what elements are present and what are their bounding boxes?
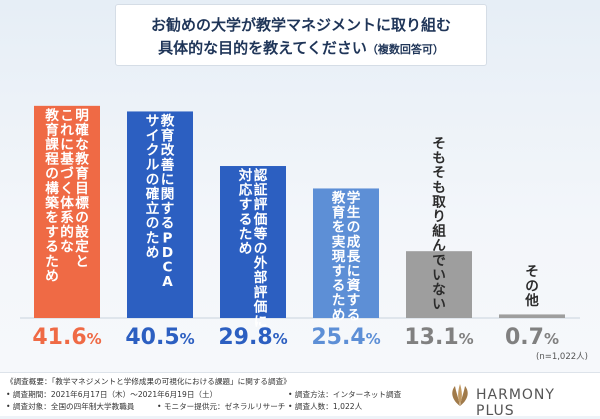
bar-1	[34, 105, 100, 318]
bar-label-line: 明確な教育目標の設定と	[75, 108, 89, 270]
harmony-plus-logo: HARMONY PLUS	[446, 382, 596, 419]
bar-label-line: 学生の成長に資する	[347, 189, 361, 323]
chart-title-line1: お勧めの大学が教学マネジメントに取り組む	[150, 16, 451, 34]
bar-label-line: 認証評価等の外部評価に	[253, 167, 268, 330]
sample-size-note: (n=1,022人)	[536, 352, 588, 362]
bar-label-line: これに基づく体系的な	[59, 108, 74, 255]
bar-3	[220, 166, 286, 318]
bar-label-line: 教育改善に関する P D C A	[161, 112, 175, 290]
bar-5	[406, 251, 472, 318]
value-label-2: 40.5%	[125, 325, 194, 350]
survey-method: • 調査方法：インターネット調査	[288, 390, 402, 399]
logo-text: HARMONY PLUS	[476, 387, 555, 419]
chart-title-line2: 具体的な目的を教えてください（複数回答可）	[116, 37, 486, 58]
chart-title-note: （複数回答可）	[366, 43, 444, 56]
value-label-1: 41.6%	[32, 325, 101, 350]
value-label-3: 29.8%	[218, 325, 287, 350]
bar-6	[499, 314, 565, 318]
survey-monitor: • モニター提供元：ゼネラルリサーチ	[157, 402, 286, 411]
bar-label-6: その他	[524, 264, 539, 309]
bar-label-line: 教育課程の構築をするため	[44, 107, 59, 285]
bar-label-line: 教育を実現するため	[332, 189, 346, 323]
bar-label-line: その他	[524, 264, 539, 309]
bar-label-line: 対応するため	[238, 167, 253, 257]
survey-overview: 《調査概要：「教学マネジメントと学修成果の可視化における課題」に関する調査》	[6, 377, 291, 386]
bar-4	[313, 188, 379, 318]
bar-2	[127, 111, 193, 318]
bar-label-5: そもそも取り組んでいない	[432, 136, 446, 313]
bar-label-line: そもそも取り組んでいない	[432, 136, 446, 313]
survey-target: • 調査対象：全国の四年制大学教職員	[6, 402, 135, 411]
survey-footer: 《調査概要：「教学マネジメントと学修成果の可視化における課題」に関する調査》 •…	[0, 372, 600, 416]
survey-count: • 調査人数：1,022人	[288, 402, 363, 411]
bar-label-line: サイクルの確立のため	[146, 113, 160, 260]
chart-title-line2-main: 具体的な目的を教えてください	[158, 39, 367, 57]
value-label-5: 13.1%	[404, 325, 473, 350]
harmony-plus-logo-icon	[452, 384, 468, 406]
value-label-4: 25.4%	[311, 325, 380, 350]
survey-period: • 調査期間：2021年6月17日（木）～2021年6月19日（土）	[6, 390, 218, 399]
chart-title-box: お勧めの大学が教学マネジメントに取り組む 具体的な目的を教えてください（複数回答…	[115, 4, 487, 66]
value-label-6: 0.7%	[505, 325, 559, 350]
